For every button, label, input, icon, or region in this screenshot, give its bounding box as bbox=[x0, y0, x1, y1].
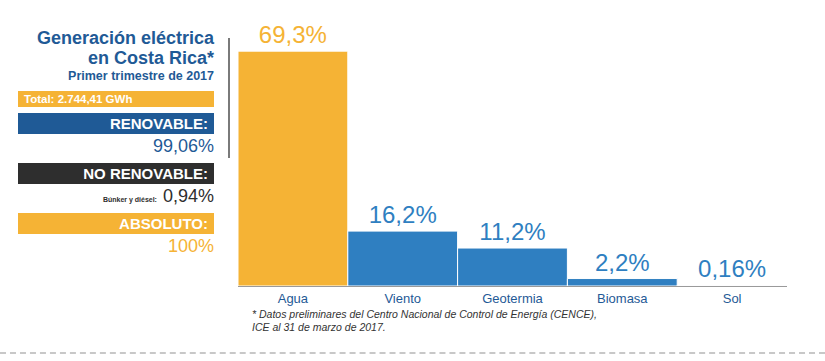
html-text:0,94%: 0,94% bbox=[163, 186, 214, 206]
html-text:Generación eléctrica en Costa: Generación eléctrica en Costa Rica* bbox=[36, 28, 214, 68]
svg-text:0,16%: 0,16% bbox=[698, 255, 766, 282]
svg-text:Sol: Sol bbox=[723, 291, 742, 306]
svg-text:2,2%: 2,2% bbox=[595, 249, 650, 276]
html-text:* Datos preliminares del Centr: * Datos preliminares del Centro Nacional… bbox=[252, 308, 597, 333]
svg-text:Geotermia: Geotermia bbox=[482, 291, 543, 306]
svg-text:Viento: Viento bbox=[384, 291, 421, 306]
svg-text:Agua: Agua bbox=[278, 291, 309, 306]
html-text:100%: 100% bbox=[168, 236, 214, 256]
html-text:Primer trimestre de 2017: Primer trimestre de 2017 bbox=[68, 69, 214, 83]
html-text:RENOVABLE:: RENOVABLE: bbox=[109, 115, 208, 132]
html-text:Total: 2.744,41 GWh: Total: 2.744,41 GWh bbox=[24, 93, 133, 105]
svg-text:11,2%: 11,2% bbox=[479, 218, 545, 245]
html-text:ABSOLUTO:: ABSOLUTO: bbox=[119, 215, 208, 232]
svg-text:16,2%: 16,2% bbox=[369, 201, 437, 228]
svg-text:Biomasa: Biomasa bbox=[597, 291, 648, 306]
svg-text:69,3%: 69,3% bbox=[259, 21, 327, 48]
html-text:NO RENOVABLE:: NO RENOVABLE: bbox=[83, 165, 208, 182]
html-text:99,06%: 99,06% bbox=[152, 136, 214, 156]
html-text:Búnker y diésel:: Búnker y diésel: bbox=[102, 196, 157, 203]
